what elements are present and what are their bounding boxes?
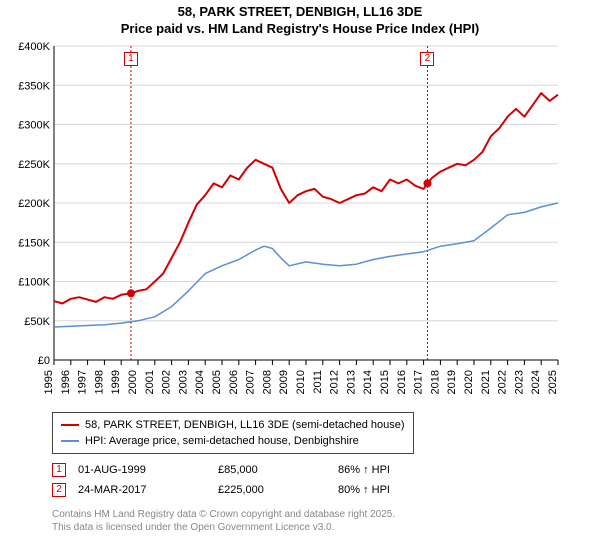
svg-text:2015: 2015	[379, 370, 391, 394]
svg-text:£400K: £400K	[18, 41, 50, 53]
svg-text:2004: 2004	[194, 370, 206, 394]
svg-text:2025: 2025	[547, 370, 559, 394]
chart-title-block: 58, PARK STREET, DENBIGH, LL16 3DE Price…	[0, 0, 600, 40]
svg-text:2024: 2024	[530, 370, 542, 394]
svg-text:£200K: £200K	[18, 198, 50, 210]
svg-text:1995: 1995	[43, 370, 55, 394]
svg-text:£100K: £100K	[18, 276, 50, 288]
annotation-price: £85,000	[218, 464, 338, 476]
annotation-pct: 86% ↑ HPI	[338, 464, 458, 476]
chart-marker-label: 2	[420, 52, 434, 66]
svg-text:2012: 2012	[329, 370, 341, 394]
annotation-table: 1 01-AUG-1999£85,00086% ↑ HPI 2 24-MAR-2017…	[52, 460, 458, 500]
svg-text:2020: 2020	[463, 370, 475, 394]
svg-text:1996: 1996	[60, 370, 72, 394]
annotation-price: £225,000	[218, 484, 338, 496]
svg-text:1997: 1997	[77, 370, 89, 394]
line-chart-svg: £0 £50K £100K £150K £200K £250K £300K £350K £400…	[6, 40, 566, 410]
svg-text:2003: 2003	[177, 370, 189, 394]
legend: 58, PARK STREET, DENBIGH, LL16 3DE (semi…	[52, 412, 414, 454]
svg-text:£0: £0	[38, 355, 50, 367]
svg-text:2019: 2019	[446, 370, 458, 394]
svg-text:2008: 2008	[261, 370, 273, 394]
legend-row: 58, PARK STREET, DENBIGH, LL16 3DE (semi…	[61, 417, 405, 433]
svg-text:2022: 2022	[497, 370, 509, 394]
title-line-1: 58, PARK STREET, DENBIGH, LL16 3DE	[0, 4, 600, 21]
legend-swatch	[61, 424, 79, 426]
annotation-date: 01-AUG-1999	[78, 464, 218, 476]
svg-text:2011: 2011	[312, 370, 324, 394]
svg-text:£300K: £300K	[18, 119, 50, 131]
legend-row: HPI: Average price, semi-detached house,…	[61, 433, 405, 449]
footer-line-1: Contains HM Land Registry data © Crown c…	[52, 508, 395, 521]
svg-text:1998: 1998	[93, 370, 105, 394]
annotation-date: 24-MAR-2017	[78, 484, 218, 496]
footer-attribution: Contains HM Land Registry data © Crown c…	[52, 508, 395, 534]
svg-text:2002: 2002	[161, 370, 173, 394]
svg-text:2023: 2023	[513, 370, 525, 394]
svg-text:2014: 2014	[362, 370, 374, 394]
annotation-pct: 80% ↑ HPI	[338, 484, 458, 496]
svg-text:£150K: £150K	[18, 237, 50, 249]
svg-text:2017: 2017	[413, 370, 425, 394]
svg-text:£350K: £350K	[18, 80, 50, 92]
annotation-marker: 2	[52, 483, 66, 497]
svg-text:2016: 2016	[396, 370, 408, 394]
svg-text:2010: 2010	[295, 370, 307, 394]
svg-text:2005: 2005	[211, 370, 223, 394]
legend-swatch	[61, 440, 79, 442]
footer-line-2: This data is licensed under the Open Gov…	[52, 521, 395, 534]
svg-text:2000: 2000	[127, 370, 139, 394]
chart-area: £0 £50K £100K £150K £200K £250K £300K £350K £400…	[6, 40, 566, 410]
legend-label: HPI: Average price, semi-detached house,…	[85, 435, 359, 447]
annotation-marker: 1	[52, 463, 66, 477]
svg-text:2013: 2013	[345, 370, 357, 394]
svg-text:£50K: £50K	[24, 316, 50, 328]
annotation-row: 1 01-AUG-1999£85,00086% ↑ HPI	[52, 460, 458, 480]
annotation-row: 2 24-MAR-2017£225,00080% ↑ HPI	[52, 480, 458, 500]
title-line-2: Price paid vs. HM Land Registry's House …	[0, 21, 600, 38]
svg-text:2021: 2021	[480, 370, 492, 394]
svg-text:£250K: £250K	[18, 159, 50, 171]
svg-text:2001: 2001	[144, 370, 156, 394]
svg-text:2007: 2007	[245, 370, 257, 394]
svg-text:2009: 2009	[278, 370, 290, 394]
svg-text:2018: 2018	[429, 370, 441, 394]
svg-text:1999: 1999	[110, 370, 122, 394]
svg-text:2006: 2006	[228, 370, 240, 394]
chart-marker-label: 1	[124, 52, 138, 66]
legend-label: 58, PARK STREET, DENBIGH, LL16 3DE (semi…	[85, 419, 405, 431]
